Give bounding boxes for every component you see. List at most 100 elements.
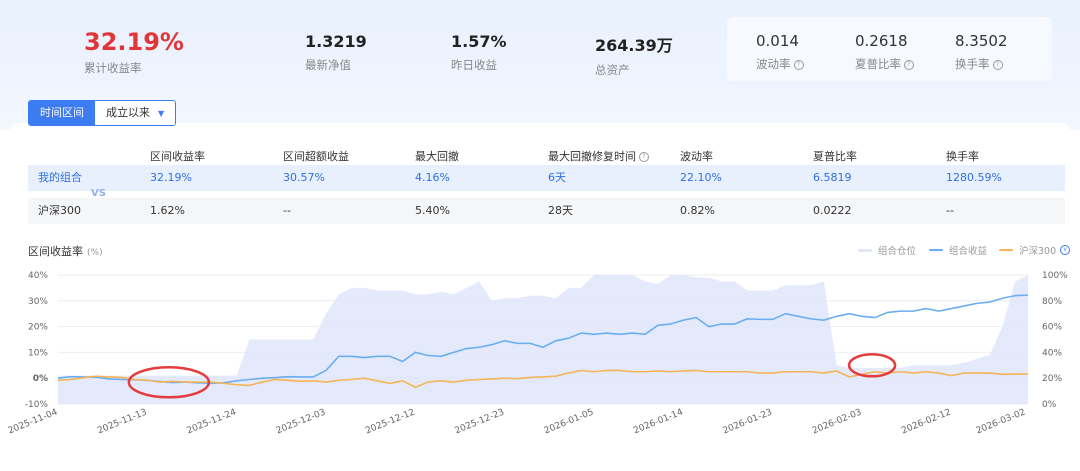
x-tick-label: 2025-11-04 bbox=[7, 407, 59, 436]
x-tick-label: 2026-01-23 bbox=[722, 408, 774, 437]
assets-stat: 264.39万 总资产 bbox=[595, 32, 673, 78]
y-left-tick-label: -10% bbox=[25, 400, 49, 410]
y-left-tick-label: 40% bbox=[28, 271, 48, 281]
sharpe-label: 夏普比率 bbox=[855, 57, 901, 71]
table-cell: 32.19% bbox=[150, 171, 192, 184]
yesterday-stat: 1.57% 昨日收益 bbox=[451, 32, 507, 73]
help-icon[interactable]: ? bbox=[904, 59, 914, 70]
y-left-tick-label: 10% bbox=[28, 348, 48, 358]
table-cell: -- bbox=[283, 204, 291, 217]
turnover-stat: 8.3502 换手率? bbox=[955, 32, 1008, 72]
x-tick-label: 2025-11-13 bbox=[96, 408, 148, 437]
legend-index-label: 沪深300 bbox=[1019, 246, 1057, 257]
x-tick-label: 2025-12-23 bbox=[454, 408, 506, 437]
table-cell: 4.16% bbox=[415, 171, 450, 184]
legend-swatch bbox=[858, 248, 872, 252]
table-cell: 28天 bbox=[548, 204, 573, 217]
x-tick-label: 2026-01-05 bbox=[543, 408, 595, 437]
sharpe-stat: 0.2618 夏普比率? bbox=[855, 32, 914, 72]
col-header-repair: 最大回撤修复时间? bbox=[548, 148, 649, 164]
y-right-tick-label: 0% bbox=[1042, 400, 1057, 410]
y-right-tick-label: 40% bbox=[1042, 348, 1062, 358]
table-cell: 6.5819 bbox=[813, 171, 852, 184]
x-tick-label: 2026-01-14 bbox=[632, 407, 684, 436]
x-tick-label: 2025-11-24 bbox=[186, 407, 238, 436]
chevron-down-icon: ▼ bbox=[158, 109, 165, 118]
cum-return-value: 32.19% bbox=[84, 28, 184, 56]
nav-stat: 1.3219 最新净值 bbox=[305, 32, 367, 73]
y-right-tick-label: 80% bbox=[1042, 297, 1062, 307]
yesterday-value: 1.57% bbox=[451, 32, 507, 51]
row-name: 沪深300 bbox=[38, 204, 81, 217]
col-header-sharpe: 夏普比率 bbox=[813, 150, 857, 163]
cum-return-stat: 32.19% 累计收益率 bbox=[84, 28, 184, 76]
table-cell: 0.82% bbox=[680, 204, 715, 217]
table-cell: -- bbox=[946, 204, 954, 217]
volatility-stat: 0.014 波动率? bbox=[756, 32, 804, 72]
table-cell: 5.40% bbox=[415, 204, 450, 217]
x-tick-label: 2026-03-02 bbox=[975, 408, 1027, 437]
y-left-tick-label: 20% bbox=[28, 323, 48, 333]
legend-index[interactable]: 沪深300 v bbox=[999, 243, 1071, 257]
col-header-turnover: 换手率 bbox=[946, 150, 979, 163]
volatility-label: 波动率 bbox=[756, 57, 791, 71]
yesterday-label: 昨日收益 bbox=[451, 58, 497, 72]
nav-label: 最新净值 bbox=[305, 58, 351, 72]
col-header-repair-label: 最大回撤修复时间 bbox=[548, 150, 636, 163]
row-name: 我的组合 bbox=[38, 171, 82, 184]
range-selector: 时间区间 成立以来 ▼ bbox=[28, 100, 177, 126]
position-area bbox=[58, 275, 1028, 404]
legend-swatch bbox=[999, 249, 1013, 251]
col-header-volatility: 波动率 bbox=[680, 150, 713, 163]
col-header-drawdown: 最大回撤 bbox=[415, 150, 459, 163]
chart-title: 区间收益率 (%) bbox=[28, 243, 103, 259]
chart-title-text: 区间收益率 bbox=[28, 245, 83, 258]
volatility-value: 0.014 bbox=[756, 32, 799, 50]
x-tick-label: 2025-12-12 bbox=[364, 408, 416, 437]
col-header-return: 区间收益率 bbox=[150, 150, 205, 163]
risk-panel: 0.014 波动率? 0.2618 夏普比率? 8.3502 换手率? bbox=[727, 17, 1052, 81]
table-cell: 1280.59% bbox=[946, 171, 1002, 184]
col-header-excess: 区间超额收益 bbox=[283, 150, 349, 163]
x-tick-label: 2026-02-12 bbox=[900, 408, 952, 437]
range-tab[interactable]: 时间区间 bbox=[29, 101, 95, 125]
sharpe-value: 0.2618 bbox=[855, 32, 908, 50]
vs-badge: VS bbox=[91, 188, 106, 199]
range-selected: 成立以来 bbox=[106, 106, 150, 119]
y-left-tick-label: 30% bbox=[28, 297, 48, 307]
table-cell: 0.0222 bbox=[813, 204, 852, 217]
chevron-down-icon[interactable]: v bbox=[1060, 245, 1071, 255]
help-icon[interactable]: ? bbox=[992, 59, 1003, 70]
nav-value: 1.3219 bbox=[305, 32, 367, 51]
table-cell: 6天 bbox=[548, 171, 566, 184]
legend-portfolio-label: 组合收益 bbox=[949, 246, 988, 257]
y-right-tick-label: 20% bbox=[1042, 374, 1062, 384]
y-left-tick-label: 0% bbox=[33, 374, 48, 384]
assets-value: 264.39万 bbox=[595, 36, 673, 55]
chart-unit: (%) bbox=[87, 248, 103, 258]
legend-portfolio[interactable]: 组合收益 bbox=[929, 243, 987, 257]
cum-return-label: 累计收益率 bbox=[84, 61, 142, 75]
y-right-tick-label: 60% bbox=[1042, 323, 1062, 333]
help-icon[interactable]: ? bbox=[639, 152, 649, 162]
help-icon[interactable]: ? bbox=[793, 59, 804, 70]
table-row: 沪深300 1.62% -- 5.40% 28天 0.82% 0.0222 -- bbox=[28, 198, 1065, 224]
legend-position-label: 组合仓位 bbox=[878, 246, 917, 257]
table-cell: 22.10% bbox=[680, 171, 722, 184]
annotation-ellipse bbox=[127, 366, 211, 399]
assets-label: 总资产 bbox=[595, 63, 630, 77]
annotation-ellipse bbox=[847, 353, 897, 378]
table-cell: 30.57% bbox=[283, 171, 325, 184]
range-dropdown[interactable]: 成立以来 ▼ bbox=[95, 101, 176, 125]
index-line bbox=[57, 369, 1029, 389]
legend-swatch bbox=[929, 249, 943, 251]
table-row: 我的组合 32.19% 30.57% 4.16% 6天 22.10% 6.581… bbox=[28, 165, 1065, 191]
x-tick-label: 2026-02-03 bbox=[811, 408, 863, 437]
turnover-value: 8.3502 bbox=[955, 32, 1008, 50]
x-tick-label: 2025-12-03 bbox=[275, 408, 327, 437]
turnover-label: 换手率 bbox=[955, 57, 990, 71]
table-cell: 1.62% bbox=[150, 204, 185, 217]
y-right-tick-label: 100% bbox=[1042, 271, 1068, 281]
legend-position[interactable]: 组合仓位 bbox=[858, 243, 916, 257]
